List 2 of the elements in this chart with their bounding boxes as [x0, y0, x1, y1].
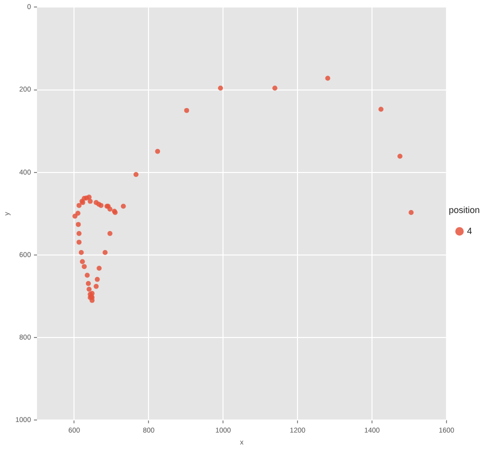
legend-title: position: [448, 205, 480, 216]
legend-label: 4: [466, 226, 472, 236]
